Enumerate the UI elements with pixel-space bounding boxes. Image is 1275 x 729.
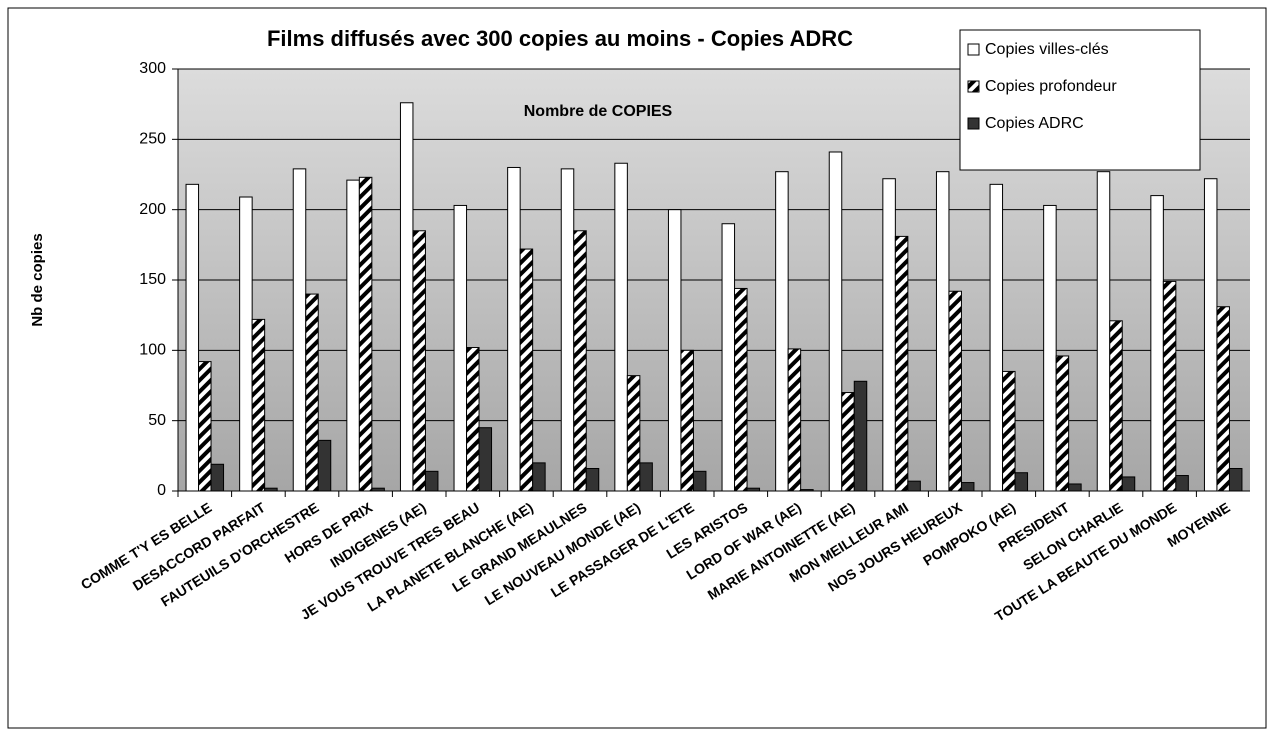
bar bbox=[960, 482, 975, 492]
bar bbox=[721, 223, 736, 492]
bar bbox=[346, 179, 360, 492]
bar bbox=[853, 380, 868, 492]
bar bbox=[519, 248, 534, 492]
legend: Copies villes-clés Copies profondeur Copie… bbox=[959, 29, 1201, 171]
bar bbox=[1162, 280, 1177, 492]
y-axis-label: Nb de copies bbox=[29, 233, 46, 326]
bar bbox=[989, 183, 1004, 492]
bar bbox=[882, 178, 896, 492]
bar bbox=[667, 209, 682, 492]
bar bbox=[639, 462, 653, 492]
bar bbox=[734, 287, 748, 492]
bar bbox=[1068, 483, 1082, 492]
bar bbox=[412, 230, 426, 492]
y-tick-label: 250 bbox=[139, 131, 166, 148]
bar bbox=[210, 463, 225, 492]
bar bbox=[507, 166, 521, 492]
bar bbox=[251, 318, 266, 492]
subtitle: Nombre de COPIES bbox=[524, 103, 673, 120]
bar bbox=[573, 230, 587, 492]
bar bbox=[680, 349, 694, 492]
legend-swatch bbox=[967, 80, 980, 93]
bar bbox=[1150, 195, 1164, 492]
legend-label: Copies profondeur bbox=[985, 78, 1117, 95]
legend-label: Copies villes-clés bbox=[985, 41, 1109, 58]
bar bbox=[1216, 306, 1230, 492]
y-tick-label: 50 bbox=[148, 412, 166, 429]
bar bbox=[614, 162, 628, 492]
chart-title: Films diffusés avec 300 copies au moins … bbox=[267, 26, 853, 51]
bar bbox=[626, 375, 641, 492]
legend-label: Copies ADRC bbox=[985, 115, 1084, 132]
bar bbox=[198, 361, 212, 492]
y-tick-label: 100 bbox=[139, 342, 166, 359]
legend-swatch bbox=[967, 43, 980, 56]
bar bbox=[1121, 476, 1136, 492]
bar bbox=[453, 204, 468, 492]
bar bbox=[775, 171, 789, 492]
bar bbox=[399, 102, 414, 492]
bar bbox=[466, 347, 480, 492]
bar bbox=[828, 151, 843, 492]
bar bbox=[305, 293, 319, 492]
bar bbox=[948, 290, 962, 492]
legend-box bbox=[959, 29, 1201, 171]
legend-swatch bbox=[967, 117, 980, 130]
bar bbox=[424, 470, 439, 492]
y-tick-label: 150 bbox=[139, 271, 166, 288]
y-tick-label: 0 bbox=[157, 482, 166, 499]
bar bbox=[1096, 171, 1111, 492]
y-tick-label: 300 bbox=[139, 60, 166, 77]
bar bbox=[532, 462, 546, 492]
bar bbox=[292, 168, 307, 492]
bar bbox=[787, 348, 802, 492]
bar bbox=[841, 392, 855, 492]
bar bbox=[907, 480, 921, 492]
bar bbox=[1055, 355, 1070, 492]
bar bbox=[1175, 475, 1189, 492]
bar bbox=[692, 470, 707, 492]
bar bbox=[894, 235, 909, 492]
y-tick-label: 200 bbox=[139, 201, 166, 218]
bar bbox=[1228, 467, 1243, 492]
bar bbox=[585, 467, 600, 492]
bar bbox=[358, 176, 373, 492]
bar bbox=[1002, 370, 1016, 492]
bar bbox=[317, 439, 332, 492]
bar bbox=[185, 183, 200, 492]
bar bbox=[239, 196, 253, 492]
bar bbox=[1043, 204, 1057, 492]
bar bbox=[1109, 320, 1123, 492]
bar bbox=[1014, 472, 1029, 492]
bar bbox=[478, 427, 493, 492]
bar bbox=[1203, 178, 1218, 492]
bar bbox=[935, 171, 950, 492]
bar bbox=[560, 168, 575, 492]
